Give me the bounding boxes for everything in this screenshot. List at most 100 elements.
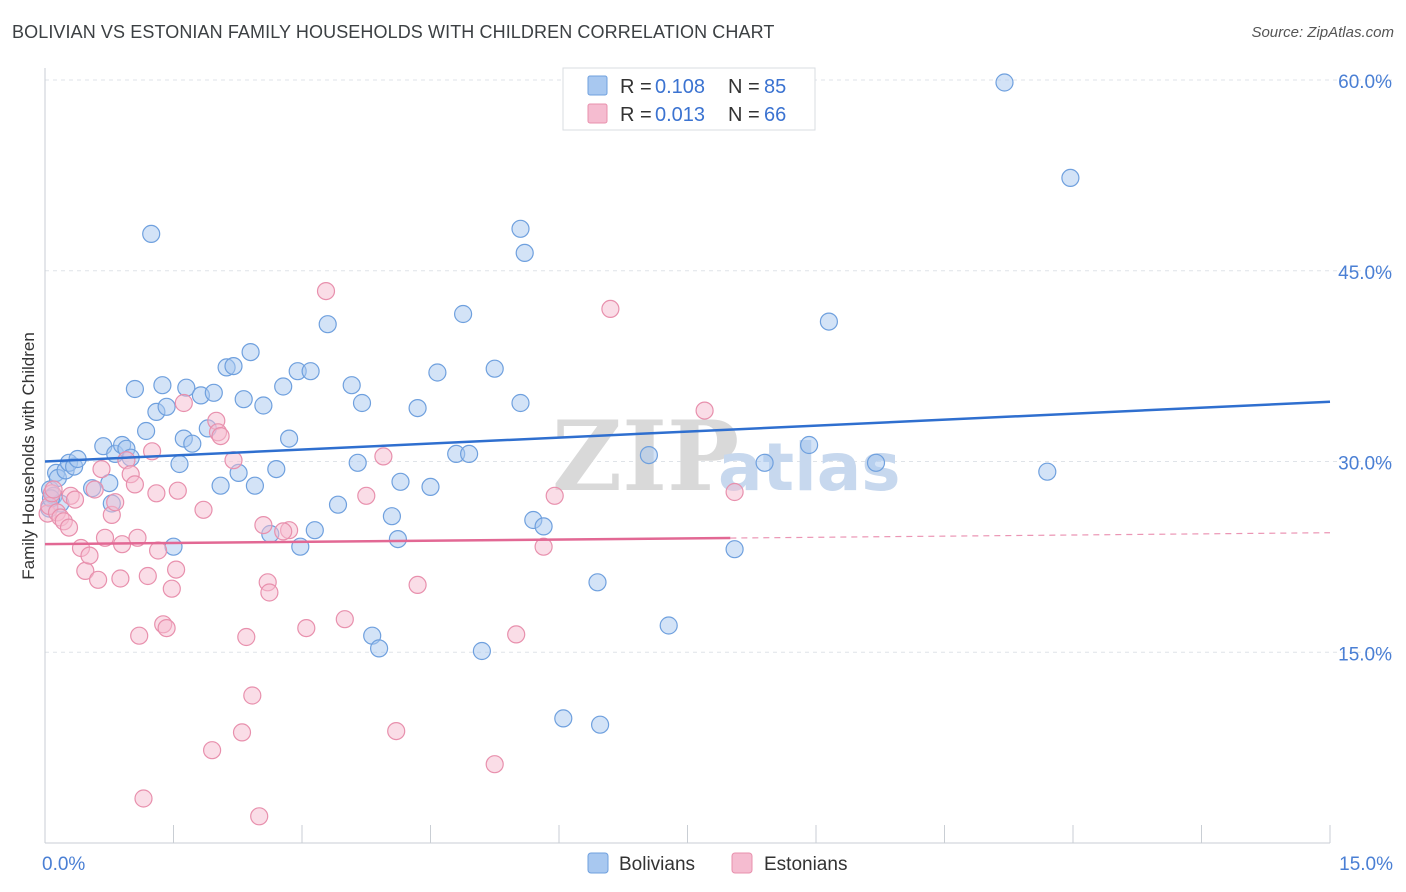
data-point-estonians-41 xyxy=(211,427,230,446)
data-point-estonians-53 xyxy=(335,610,354,629)
data-point-bolivians-56 xyxy=(391,472,410,491)
data-point-bolivians-38 xyxy=(254,396,273,415)
data-point-bolivians-74 xyxy=(659,616,678,635)
data-point-estonians-14 xyxy=(88,570,108,589)
data-point-estonians-51 xyxy=(297,618,316,638)
data-point-bolivians-59 xyxy=(428,363,447,382)
data-point-bolivians-35 xyxy=(234,390,253,409)
data-point-bolivians-31 xyxy=(211,476,230,495)
data-point-bolivians-46 xyxy=(305,521,324,540)
data-point-estonians-25 xyxy=(130,626,149,645)
data-point-bolivians-23 xyxy=(164,537,183,556)
bottom-legend-label-bolivians: Bolivians xyxy=(619,854,695,875)
correlation-legend: R = 0.108 N = 85 R = 0.013 N = 66 xyxy=(562,67,816,131)
data-point-bolivians-76 xyxy=(755,453,774,472)
data-point-bolivians-78 xyxy=(819,312,839,331)
data-point-bolivians-57 xyxy=(408,399,427,418)
data-point-bolivians-17 xyxy=(125,379,144,399)
legend-r-value-estonians: 0.013 xyxy=(655,104,705,126)
data-point-bolivians-50 xyxy=(348,453,367,472)
data-point-estonians-57 xyxy=(408,575,427,595)
data-point-estonians-65 xyxy=(274,522,293,541)
data-point-estonians-34 xyxy=(167,560,186,579)
data-point-bolivians-66 xyxy=(511,219,530,238)
trend-lines xyxy=(44,400,1331,546)
data-point-bolivians-79 xyxy=(866,453,886,472)
data-point-estonians-27 xyxy=(138,566,157,586)
data-point-estonians-19 xyxy=(111,569,130,588)
data-point-estonians-13 xyxy=(85,480,104,499)
data-point-estonians-60 xyxy=(534,537,553,556)
data-point-bolivians-19 xyxy=(142,224,161,243)
data-point-bolivians-37 xyxy=(245,476,264,495)
data-point-estonians-23 xyxy=(125,475,144,494)
data-point-bolivians-36 xyxy=(241,343,260,362)
data-point-estonians-18 xyxy=(106,493,125,512)
data-point-estonians-36 xyxy=(174,393,193,413)
data-point-bolivians-51 xyxy=(352,393,372,413)
series-legend: Bolivians Estonians xyxy=(587,852,847,875)
data-point-estonians-33 xyxy=(162,579,181,598)
bottom-legend-swatch-estonians xyxy=(731,852,753,874)
data-point-bolivians-77 xyxy=(799,435,819,455)
trend-line-bolivians xyxy=(44,400,1331,463)
data-point-estonians-7 xyxy=(59,518,79,537)
data-point-estonians-46 xyxy=(250,807,269,826)
data-point-estonians-45 xyxy=(243,686,262,705)
data-point-bolivians-64 xyxy=(485,359,504,378)
data-point-estonians-52 xyxy=(316,282,336,301)
trend-line-estonians xyxy=(44,536,731,546)
series-bolivians xyxy=(40,73,1080,734)
y-tick-label-45: 45.0% xyxy=(1338,263,1392,284)
data-point-bolivians-18 xyxy=(137,421,156,441)
data-point-estonians-49 xyxy=(260,583,279,602)
data-point-bolivians-49 xyxy=(342,376,361,395)
y-tick-label-60: 60.0% xyxy=(1338,72,1392,93)
legend-n-label-bolivians: N = xyxy=(728,76,760,98)
data-point-bolivians-73 xyxy=(639,446,659,465)
data-point-bolivians-22 xyxy=(157,397,176,416)
data-point-estonians-9 xyxy=(65,490,85,509)
data-point-bolivians-21 xyxy=(153,376,172,395)
data-point-estonians-43 xyxy=(232,723,252,742)
legend-n-value-estonians: 66 xyxy=(764,104,786,126)
data-point-bolivians-62 xyxy=(460,444,479,463)
data-point-bolivians-65 xyxy=(511,393,530,413)
data-points xyxy=(38,73,1080,826)
data-point-estonians-38 xyxy=(203,741,222,760)
data-point-estonians-59 xyxy=(507,625,526,644)
data-point-bolivians-40 xyxy=(267,460,286,479)
data-point-bolivians-45 xyxy=(301,362,320,381)
data-point-bolivians-53 xyxy=(370,639,389,658)
data-point-bolivians-48 xyxy=(328,495,348,514)
data-point-estonians-12 xyxy=(80,546,99,565)
data-point-bolivians-58 xyxy=(421,477,440,496)
x-tick-label-end: 15.0% xyxy=(1339,854,1393,875)
data-point-estonians-54 xyxy=(357,486,376,505)
data-point-bolivians-69 xyxy=(534,517,553,536)
data-point-estonians-29 xyxy=(147,484,166,503)
data-point-estonians-16 xyxy=(95,528,115,547)
legend-swatch-estonians xyxy=(587,103,608,124)
legend-r-label-bolivians: R = xyxy=(620,76,652,98)
y-tick-label-30: 30.0% xyxy=(1338,454,1392,475)
data-point-estonians-63 xyxy=(695,401,714,420)
data-point-bolivians-27 xyxy=(183,434,202,453)
legend-r-value-bolivians: 0.108 xyxy=(655,76,705,98)
data-point-estonians-35 xyxy=(168,481,187,500)
y-axis-label: Family Households with Children xyxy=(19,332,38,580)
data-point-estonians-47 xyxy=(254,515,273,535)
data-point-bolivians-63 xyxy=(472,641,491,661)
data-point-bolivians-75 xyxy=(725,540,744,559)
data-point-bolivians-42 xyxy=(280,429,299,448)
data-point-bolivians-81 xyxy=(1061,168,1080,187)
bottom-legend-swatch-bolivians xyxy=(587,852,609,874)
data-point-bolivians-72 xyxy=(590,715,610,734)
data-point-estonians-3 xyxy=(44,480,63,499)
data-point-bolivians-70 xyxy=(554,709,573,728)
data-point-estonians-62 xyxy=(601,299,620,318)
data-point-estonians-44 xyxy=(237,627,256,647)
data-point-bolivians-41 xyxy=(274,377,293,396)
trend-line-extension-estonians xyxy=(730,532,1331,539)
grid-lines xyxy=(45,79,1392,653)
